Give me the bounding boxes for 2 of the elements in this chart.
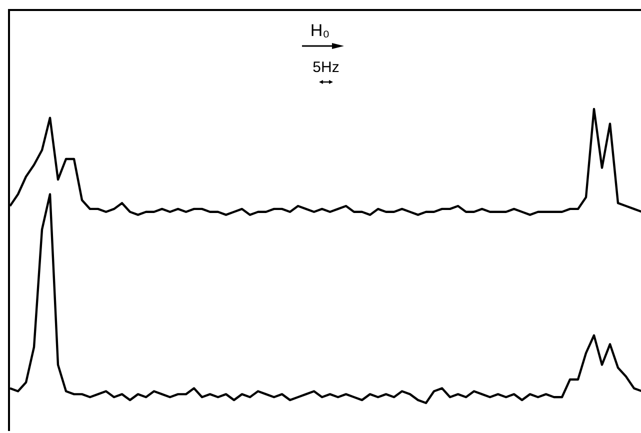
text: 5Hz — [312, 59, 340, 76]
text: H₀ — [309, 21, 331, 41]
